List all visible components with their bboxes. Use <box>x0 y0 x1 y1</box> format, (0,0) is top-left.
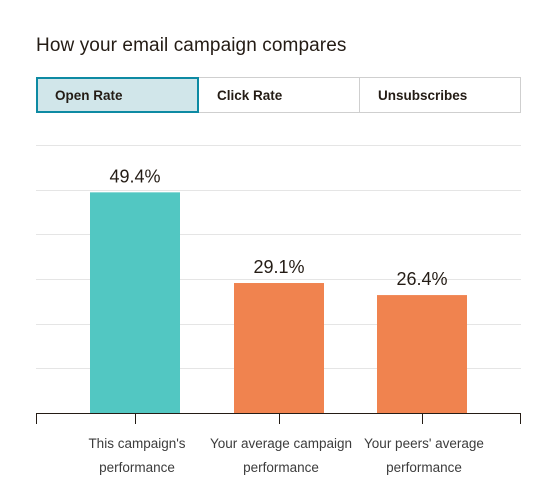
chart-title: How your email campaign compares <box>36 35 347 56</box>
bar-data-label: 49.4% <box>109 166 160 186</box>
bar-data-label: 26.4% <box>396 269 447 289</box>
tab-open-rate[interactable]: Open Rate <box>36 77 199 113</box>
bar <box>90 192 180 413</box>
tab-click-rate[interactable]: Click Rate <box>199 77 360 113</box>
tab-unsubscribes[interactable]: Unsubscribes <box>360 77 521 113</box>
bar <box>234 283 324 413</box>
x-tick-label: Your peers' average performance <box>364 436 484 475</box>
bar <box>377 295 467 413</box>
metric-tabs: Open Rate Click Rate Unsubscribes <box>36 77 521 113</box>
x-tick-label: This campaign's performance <box>88 436 185 475</box>
x-tick-label: Your average campaign performance <box>210 436 352 475</box>
bar-data-label: 29.1% <box>253 257 304 277</box>
